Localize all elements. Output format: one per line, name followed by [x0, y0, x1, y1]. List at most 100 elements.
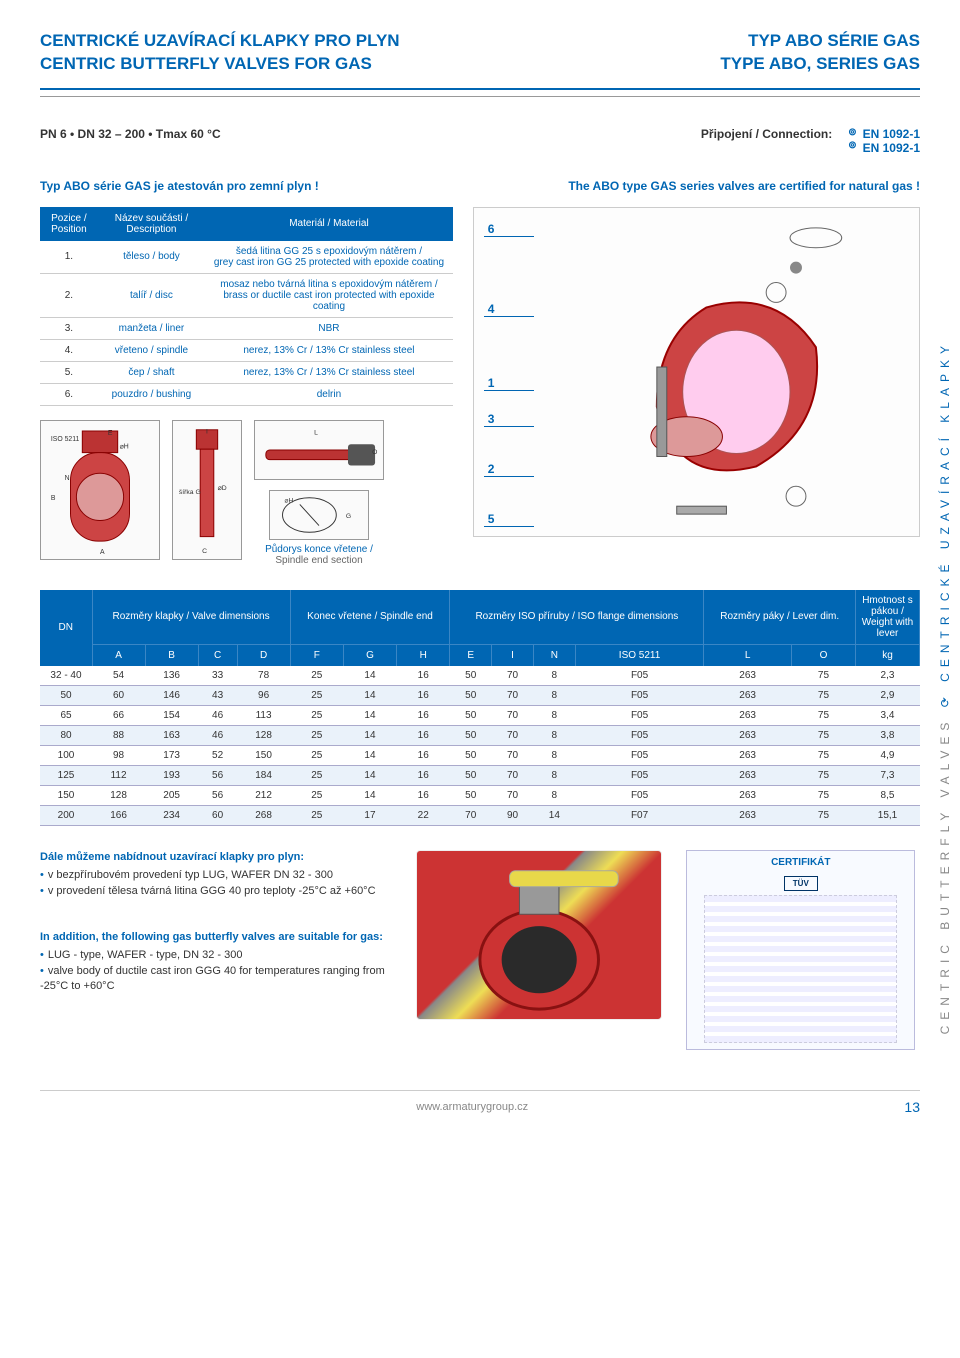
table-row: 1251121935618425141650708F05263757,3: [40, 765, 920, 785]
title-en: CENTRIC BUTTERFLY VALVES FOR GAS: [40, 53, 400, 76]
table-row: 32 - 4054136337825141650708F05263752,3: [40, 666, 920, 686]
title-cz: CENTRICKÉ UZAVÍRACÍ KLAPKY PRO PLYN: [40, 30, 400, 53]
svg-text:⌀H: ⌀H: [284, 497, 293, 504]
svg-text:šířka G: šířka G: [179, 489, 201, 496]
callout-4: 4: [484, 302, 535, 317]
cert-en: The ABO type GAS series valves are certi…: [568, 179, 920, 193]
side-blue: CENTRICKÉ UZAVÍRACÍ KLAPKY: [938, 340, 952, 682]
side-grey: CENTRIC BUTTERFLY VALVES: [938, 717, 952, 1035]
dim-sub-th: kg: [856, 644, 920, 666]
table-row: 5060146439625141650708F05263752,9: [40, 685, 920, 705]
footer-page-no: 13: [904, 1099, 920, 1115]
dim-th-dn: DN: [40, 590, 92, 666]
dim-grp-3: Rozměry páky / Lever dim.: [704, 590, 856, 645]
svg-text:N: N: [65, 475, 70, 482]
dim-sub-th: L: [704, 644, 792, 666]
svg-text:E: E: [108, 430, 113, 437]
type-cz: TYP ABO SÉRIE GAS: [720, 30, 920, 53]
svg-text:C: C: [202, 548, 207, 555]
page-header: CENTRICKÉ UZAVÍRACÍ KLAPKY PRO PLYN CENT…: [40, 30, 920, 90]
dim-sub-th: B: [145, 644, 198, 666]
spindle-cap-en: Spindle end section: [275, 555, 362, 566]
callout-6: 6: [484, 222, 535, 237]
dim-sub-th: A: [92, 644, 145, 666]
dim-sub-th: H: [397, 644, 450, 666]
table-row: 1501282055621225141650708F05263758,5: [40, 785, 920, 805]
dim-grp-0: Rozměry klapky / Valve dimensions: [92, 590, 290, 645]
drawing-valve-front: ISO 5211 E ⌀H B N A: [40, 420, 160, 560]
drawing-spindle-end: ⌀H G: [269, 490, 369, 540]
drawing-lever: L O: [254, 420, 384, 480]
page-footer: www.armaturygroup.cz 13: [40, 1090, 920, 1115]
list-item: v bezpřírubovém provedení typ LUG, WAFER…: [40, 868, 392, 883]
notes-cz-head: Dále můžeme nabídnout uzavírací klapky p…: [40, 850, 392, 865]
conn-icons: ⊚⊚: [848, 127, 856, 151]
spindle-cap-cz: Půdorys konce vřetene /: [265, 544, 373, 555]
type-en: TYPE ABO, SERIES GAS: [720, 53, 920, 76]
conn-1: EN 1092-1: [863, 127, 920, 141]
svg-text:A: A: [100, 549, 105, 556]
header-divider: [40, 96, 920, 97]
svg-text:ISO 5211: ISO 5211: [51, 436, 80, 443]
dim-sub-th: F: [290, 644, 343, 666]
dim-sub-th: G: [343, 644, 396, 666]
table-row: 6.pouzdro / bushingdelrin: [40, 383, 453, 405]
list-item: LUG - type, WAFER - type, DN 32 - 300: [40, 948, 392, 963]
table-row: 4.vřeteno / spindlenerez, 13% Cr / 13% C…: [40, 339, 453, 361]
mat-th-pos: Pozice / Position: [40, 207, 98, 241]
valve-photo: [416, 850, 662, 1020]
notes-cz-list: v bezpřírubovém provedení typ LUG, WAFER…: [40, 868, 392, 899]
svg-text:B: B: [51, 495, 56, 502]
certificate-image: CERTIFIKÁT TÜV: [686, 850, 915, 1050]
conn-2: EN 1092-1: [863, 141, 920, 155]
conn-label: Připojení / Connection:: [701, 127, 832, 141]
table-row: 1.těleso / bodyšedá litina GG 25 s epoxi…: [40, 241, 453, 274]
svg-text:⌀D: ⌀D: [218, 485, 227, 492]
drawing-valve-side: šířka G C ⌀D I: [172, 420, 242, 560]
dim-grp-4: Hmotnost s pákou / Weight with lever: [856, 590, 920, 645]
table-row: 3.manžeta / linerNBR: [40, 317, 453, 339]
dim-sub-th: C: [198, 644, 237, 666]
callout-5: 5: [484, 512, 535, 527]
callout-2: 2: [484, 462, 535, 477]
footer-url: www.armaturygroup.cz: [416, 1101, 528, 1113]
side-label: CENTRIC BUTTERFLY VALVES ⟳ CENTRICKÉ UZA…: [938, 340, 952, 1034]
dim-grp-2: Rozměry ISO příruby / ISO flange dimensi…: [450, 590, 704, 645]
svg-text:G: G: [346, 513, 351, 520]
svg-text:L: L: [314, 429, 318, 436]
table-row: 100981735215025141650708F05263754,9: [40, 745, 920, 765]
table-row: 5.čep / shaftnerez, 13% Cr / 13% Cr stai…: [40, 361, 453, 383]
dimensions-table: DN Rozměry klapky / Valve dimensions Kon…: [40, 590, 920, 826]
notes-en-head: In addition, the following gas butterfly…: [40, 930, 392, 945]
list-item: valve body of ductile cast iron GGG 40 f…: [40, 964, 392, 995]
dim-drawings: ISO 5211 E ⌀H B N A: [40, 420, 453, 566]
table-row: 80881634612825141650708F05263753,8: [40, 725, 920, 745]
dim-sub-th: I: [492, 644, 534, 666]
callout-3: 3: [484, 412, 535, 427]
table-row: 20016623460268251722709014F072637515,1: [40, 805, 920, 825]
mat-th-mat: Materiál / Material: [205, 207, 453, 241]
table-row: 2.talíř / discmosaz nebo tvárná litina s…: [40, 273, 453, 317]
dim-sub-th: E: [450, 644, 492, 666]
exploded-view: 6 4 1 3 2 5: [473, 207, 920, 537]
cert-row: Typ ABO série GAS je atestován pro zemní…: [40, 179, 920, 193]
svg-text:I: I: [206, 429, 208, 436]
spec-row: PN 6 • DN 32 – 200 • Tmax 60 °C Připojen…: [40, 127, 920, 155]
dim-sub-th: O: [791, 644, 855, 666]
dim-sub-th: D: [237, 644, 290, 666]
cert-logo: TÜV: [784, 876, 818, 891]
table-row: 65661544611325141650708F05263753,4: [40, 705, 920, 725]
svg-text:O: O: [372, 449, 377, 456]
list-item: v provedení tělesa tvárná litina GGG 40 …: [40, 884, 392, 899]
svg-text:⌀H: ⌀H: [120, 444, 129, 451]
mat-th-name: Název součásti / Description: [98, 207, 205, 241]
spec-left: PN 6 • DN 32 – 200 • Tmax 60 °C: [40, 127, 221, 155]
cert-title: CERTIFIKÁT: [771, 857, 830, 868]
notes-en-list: LUG - type, WAFER - type, DN 32 - 300val…: [40, 948, 392, 994]
dim-grp-1: Konec vřetene / Spindle end: [290, 590, 450, 645]
cert-cz: Typ ABO série GAS je atestován pro zemní…: [40, 179, 319, 193]
dim-sub-th: ISO 5211: [575, 644, 704, 666]
dim-sub-th: N: [533, 644, 575, 666]
materials-table: Pozice / Position Název součásti / Descr…: [40, 207, 453, 406]
callout-1: 1: [484, 376, 535, 391]
